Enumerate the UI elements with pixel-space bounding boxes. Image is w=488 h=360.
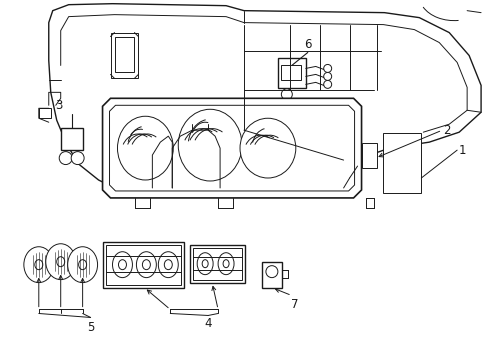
Ellipse shape	[178, 109, 242, 181]
Ellipse shape	[240, 118, 295, 178]
Text: 5: 5	[87, 321, 94, 334]
Bar	[193, 248, 242, 280]
Bar	[61, 128, 82, 150]
Polygon shape	[102, 98, 361, 198]
Bar	[39, 108, 51, 118]
Ellipse shape	[142, 260, 150, 270]
Text: 1: 1	[458, 144, 466, 157]
Ellipse shape	[202, 260, 208, 268]
Ellipse shape	[67, 247, 98, 283]
Bar	[190, 245, 244, 283]
Ellipse shape	[164, 260, 172, 270]
Ellipse shape	[323, 80, 331, 88]
Ellipse shape	[265, 266, 277, 278]
Ellipse shape	[46, 244, 76, 280]
Ellipse shape	[35, 260, 42, 270]
Ellipse shape	[118, 260, 126, 270]
Bar	[105, 245, 181, 285]
Polygon shape	[109, 105, 354, 191]
Ellipse shape	[158, 252, 178, 278]
Text: 3: 3	[55, 99, 62, 112]
Ellipse shape	[112, 252, 132, 278]
Bar	[277, 58, 305, 88]
Ellipse shape	[71, 152, 84, 165]
Ellipse shape	[323, 64, 331, 72]
Ellipse shape	[59, 152, 72, 165]
Text: 2: 2	[442, 124, 450, 137]
Bar	[361, 143, 377, 168]
Ellipse shape	[323, 72, 331, 80]
Bar	[102, 242, 184, 288]
Ellipse shape	[117, 116, 173, 180]
Text: 7: 7	[290, 298, 298, 311]
Ellipse shape	[197, 253, 213, 275]
Bar	[114, 37, 134, 72]
Ellipse shape	[218, 253, 234, 275]
Polygon shape	[110, 32, 138, 78]
Ellipse shape	[57, 257, 64, 267]
Text: 6: 6	[304, 37, 311, 50]
Polygon shape	[49, 4, 480, 188]
Bar	[262, 262, 281, 288]
Text: 4: 4	[204, 318, 211, 330]
Bar	[280, 66, 300, 80]
Ellipse shape	[79, 260, 86, 270]
Ellipse shape	[24, 247, 54, 283]
Ellipse shape	[223, 260, 228, 268]
Ellipse shape	[136, 252, 156, 278]
Ellipse shape	[281, 89, 292, 100]
Bar	[383, 133, 421, 193]
